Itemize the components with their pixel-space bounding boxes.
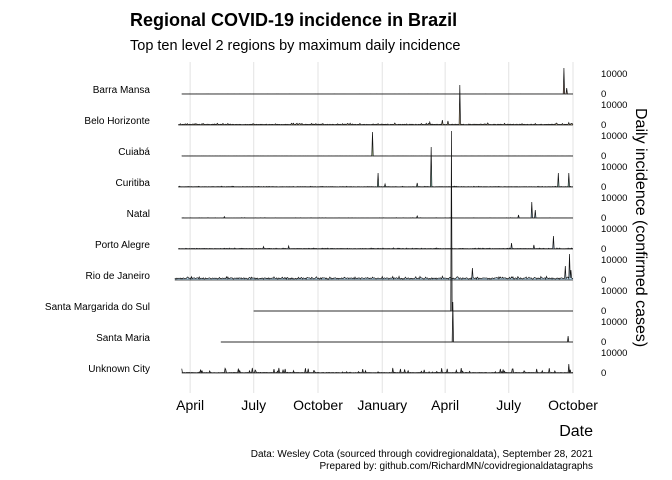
y-tick-label: 10000 xyxy=(601,193,627,204)
series-area xyxy=(178,236,573,249)
series-line xyxy=(181,67,574,95)
region-label: Santa Maria xyxy=(96,333,150,344)
y-tick-label: 10000 xyxy=(601,69,627,80)
y-tick-label: 0 xyxy=(601,337,606,348)
series-area xyxy=(181,202,573,218)
series-line xyxy=(220,301,574,343)
series-line xyxy=(181,363,574,374)
x-tick-label: April xyxy=(431,397,459,413)
panel-natal: Natal 0 10000 xyxy=(127,193,628,224)
y-tick-label: 10000 xyxy=(601,317,627,328)
series-line xyxy=(178,146,574,188)
y-tick-label: 10000 xyxy=(601,348,627,359)
series-line xyxy=(253,130,573,312)
y-tick-label: 0 xyxy=(601,182,606,193)
region-label: Natal xyxy=(127,209,150,220)
panel-unknown-city: Unknown City 0 10000 xyxy=(88,348,627,379)
y-tick-label: 0 xyxy=(601,244,606,255)
x-tick-label: October xyxy=(293,397,343,413)
series-area xyxy=(181,68,573,94)
series-area xyxy=(220,302,573,342)
series-line xyxy=(181,201,574,219)
series-area xyxy=(174,254,573,280)
y-tick-label: 0 xyxy=(601,306,606,317)
chart-title: Regional COVID-19 incidence in Brazil xyxy=(130,10,457,30)
y-tick-label: 10000 xyxy=(601,162,627,173)
series-area xyxy=(178,147,573,187)
y-axis-label: Daily incidence (confirmed cases) xyxy=(632,108,649,347)
x-axis-label: Date xyxy=(559,423,593,440)
panel-cuiabá: Cuiabá 0 10000 xyxy=(118,131,627,162)
series-line xyxy=(174,253,574,280)
series-line xyxy=(178,235,574,250)
y-tick-label: 0 xyxy=(601,213,606,224)
caption-prepared-by: Prepared by: github.com/RichardMN/covidr… xyxy=(320,461,593,472)
panel-rio-de-janeiro: Rio de Janeiro 0 10000 xyxy=(86,253,627,286)
y-tick-label: 0 xyxy=(601,275,606,286)
y-tick-label: 0 xyxy=(601,89,606,100)
region-label: Rio de Janeiro xyxy=(86,271,151,282)
region-label: Unknown City xyxy=(88,364,150,375)
series-area xyxy=(178,85,573,125)
region-label: Santa Margarida do Sul xyxy=(45,302,150,313)
series-area xyxy=(181,132,573,156)
y-tick-label: 0 xyxy=(601,120,606,131)
x-tick-label: October xyxy=(548,397,598,413)
region-label: Belo Horizonte xyxy=(84,116,150,127)
region-label: Curitiba xyxy=(116,178,151,189)
y-tick-label: 10000 xyxy=(601,286,627,297)
region-label: Cuiabá xyxy=(118,147,150,158)
x-tick-label: January xyxy=(357,397,407,413)
y-tick-label: 0 xyxy=(601,368,606,379)
x-axis: April July October January April July October xyxy=(176,397,598,413)
series-area xyxy=(253,131,573,311)
x-tick-label: July xyxy=(241,397,266,413)
panel-barra-mansa: Barra Mansa 0 10000 xyxy=(93,67,627,100)
y-tick-label: 10000 xyxy=(601,224,627,235)
y-tick-label: 10000 xyxy=(601,131,627,142)
chart-subtitle: Top ten level 2 regions by maximum daily… xyxy=(130,38,460,54)
x-tick-label: July xyxy=(496,397,521,413)
grid xyxy=(189,62,574,393)
y-tick-label: 10000 xyxy=(601,100,627,111)
y-tick-label: 0 xyxy=(601,151,606,162)
caption-source: Data: Wesley Cota (sourced through covid… xyxy=(251,449,594,460)
series-line xyxy=(178,84,574,126)
series-line xyxy=(181,131,574,157)
region-label: Porto Alegre xyxy=(95,240,150,251)
panel-porto-alegre: Porto Alegre 0 10000 xyxy=(95,224,627,255)
x-tick-label: April xyxy=(176,397,204,413)
y-tick-label: 10000 xyxy=(601,255,627,266)
region-label: Barra Mansa xyxy=(93,85,151,96)
